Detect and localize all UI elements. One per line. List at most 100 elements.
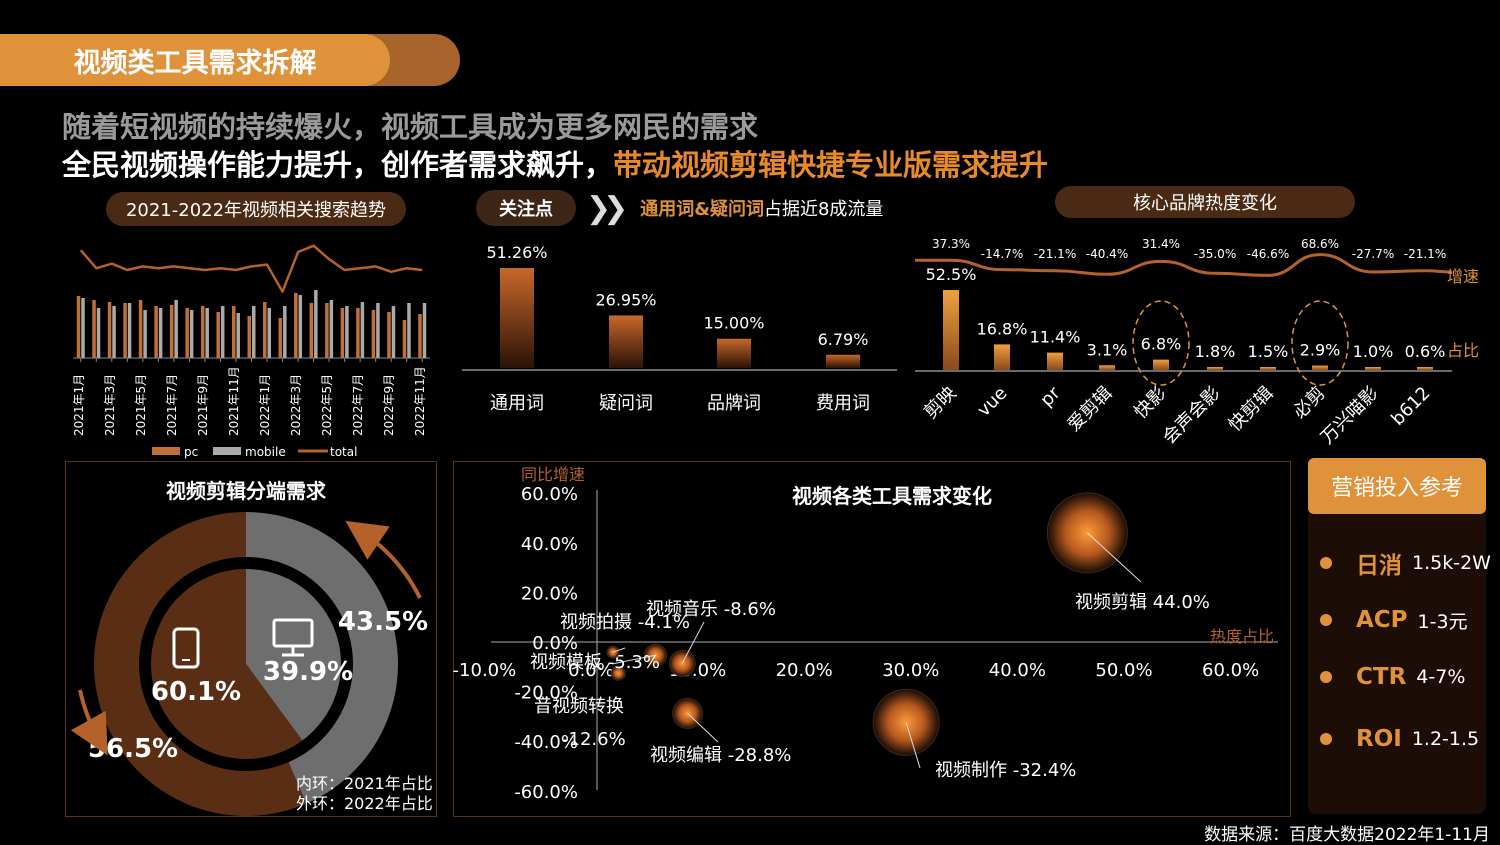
bubble-label: 视频音乐 -8.6% (646, 599, 776, 620)
trend-bar-mobile (422, 303, 427, 358)
brand-category-label: 剪映 (920, 383, 960, 423)
brand-bar (1365, 367, 1381, 370)
trend-bar-mobile (174, 300, 178, 358)
inner-pc-label: 39.9% (263, 657, 353, 687)
trend-tick-label: 2021年5月 (134, 374, 148, 436)
bubble-label: 视频制作 -32.4% (935, 760, 1076, 781)
brand-growth-label: -21.1% (1034, 247, 1076, 261)
marketing-value: 4-7% (1416, 666, 1466, 688)
legend-swatch (152, 447, 180, 455)
keyword-value: 51.26% (486, 243, 547, 262)
brand-category-label: 会声会影 (1159, 383, 1225, 449)
growth-series-label: 增速 (1447, 267, 1479, 286)
trend-tick-label: 2021年9月 (196, 374, 210, 436)
bubble-leader (687, 713, 719, 743)
brand-growth-label: -21.1% (1404, 247, 1446, 261)
scatter-x-tick: -10.0% (453, 660, 517, 681)
trend-bar-mobile (158, 308, 163, 358)
brand-growth-label: -40.4% (1086, 247, 1128, 261)
brand-share-label: 2.9% (1300, 341, 1341, 360)
keyword-value: 26.95% (595, 290, 656, 309)
trend-tick-label: 2022年3月 (289, 374, 303, 436)
brand-share-label: 1.0% (1353, 342, 1394, 361)
trend-bar-pc (107, 302, 112, 358)
scatter-y-tick: 0.0% (532, 633, 578, 654)
brand-category-label: 必剪 (1289, 383, 1329, 423)
marketing-key: CTR (1356, 664, 1407, 690)
legend-label: pc (184, 445, 198, 459)
marketing-item: 日消 1.5k-2W (1316, 548, 1491, 579)
headline-line2-white: 全民视频操作能力提升，创作者需求飙升， (62, 148, 614, 182)
highlight-circle (1132, 300, 1190, 386)
brand-category-label: 爱剪辑 (1064, 383, 1117, 436)
trend-bar-pc (402, 320, 407, 358)
keyword-bar (717, 338, 751, 368)
marketing-value: 1-3元 (1417, 610, 1468, 633)
brand-category-label: vue (973, 383, 1011, 421)
highlight-circle (1291, 300, 1349, 386)
brand-bar (1207, 367, 1223, 370)
brand-growth-label: 37.3% (932, 237, 970, 251)
keyword-bar (500, 268, 534, 368)
trend-bar-pc (123, 303, 127, 358)
brand-share-label: 0.6% (1405, 342, 1446, 361)
trend-bar-pc (76, 296, 81, 358)
keyword-label: 通用词 (490, 393, 544, 414)
trend-bar-mobile (314, 290, 318, 358)
trend-bar-pc (154, 306, 158, 358)
brand-growth-label: -46.6% (1247, 247, 1289, 261)
brand-bar (943, 290, 959, 370)
scatter-panel (453, 461, 1291, 817)
scatter-x-tick: 30.0% (882, 660, 939, 681)
scatter-y-tick: 40.0% (521, 534, 578, 555)
brand-growth-label: -14.7% (981, 247, 1023, 261)
brand-share-label: 1.8% (1195, 342, 1236, 361)
trend-bar-mobile (220, 306, 225, 358)
legend-swatch (213, 447, 241, 455)
scatter-x-label: 热度占比 (1210, 627, 1274, 646)
scatter-x-tick: 40.0% (989, 660, 1046, 681)
bubble-leader (612, 647, 626, 653)
trend-bar-mobile (329, 300, 334, 358)
scatter-title: 视频各类工具需求变化 (792, 484, 992, 508)
trend-bar-pc (371, 310, 376, 358)
brand-share-label: 52.5% (926, 265, 977, 284)
brand-category-label: pr (1036, 382, 1065, 411)
headline-line2-orange: 带动视频剪辑快捷专业版需求提升 (613, 148, 1049, 182)
focus-desc-white: 占据近8成流量 (763, 199, 884, 220)
scatter-y-tick: 20.0% (521, 583, 578, 604)
brand-category-label: 快影 (1130, 383, 1170, 423)
bubble-leader (611, 654, 656, 665)
marketing-key: ROI (1356, 726, 1402, 752)
focus-desc: ❯❯ 通用词&疑问词 占据近8成流量 (586, 191, 884, 226)
trend-bar-mobile (81, 298, 85, 358)
trend-bar-mobile (189, 310, 194, 358)
inner-note: 内环：2021年占比 (296, 774, 433, 793)
marketing-item: ROI 1.2-1.5 (1316, 724, 1479, 754)
data-source: 数据来源：百度大数据2022年1-11月 (1204, 825, 1490, 845)
donut-separator (139, 557, 353, 771)
trend-bar-mobile (205, 308, 209, 358)
keyword-label: 费用词 (816, 393, 870, 414)
trend-bar-pc (309, 303, 314, 358)
brand-share-label: 1.5% (1248, 342, 1289, 361)
trend-bar-mobile (345, 306, 349, 358)
trend-bar-mobile (236, 313, 240, 358)
outer-note: 外环：2022年占比 (296, 794, 433, 813)
scatter-x-tick: 60.0% (1202, 660, 1259, 681)
brand-bar (1099, 365, 1115, 370)
bubble-leader (681, 621, 705, 664)
trend-tick-label: 2022年9月 (382, 374, 396, 436)
headline-line1: 随着短视频的持续爆火，视频工具成为更多网民的需求 (62, 110, 759, 144)
marketing-item: ACP 1-3元 (1316, 605, 1468, 635)
trend-tick-label: 2022年7月 (351, 374, 365, 436)
trend-bar-pc (138, 300, 143, 358)
trend-bar-mobile (407, 303, 411, 358)
bullet-icon (1320, 671, 1332, 683)
inner-mobile-label: 60.1% (151, 677, 241, 707)
trend-tick-label: 2022年11月 (413, 366, 427, 436)
donut-outer-pc (246, 512, 398, 804)
keyword-bar (826, 354, 860, 368)
trend-bar-mobile (360, 302, 365, 358)
